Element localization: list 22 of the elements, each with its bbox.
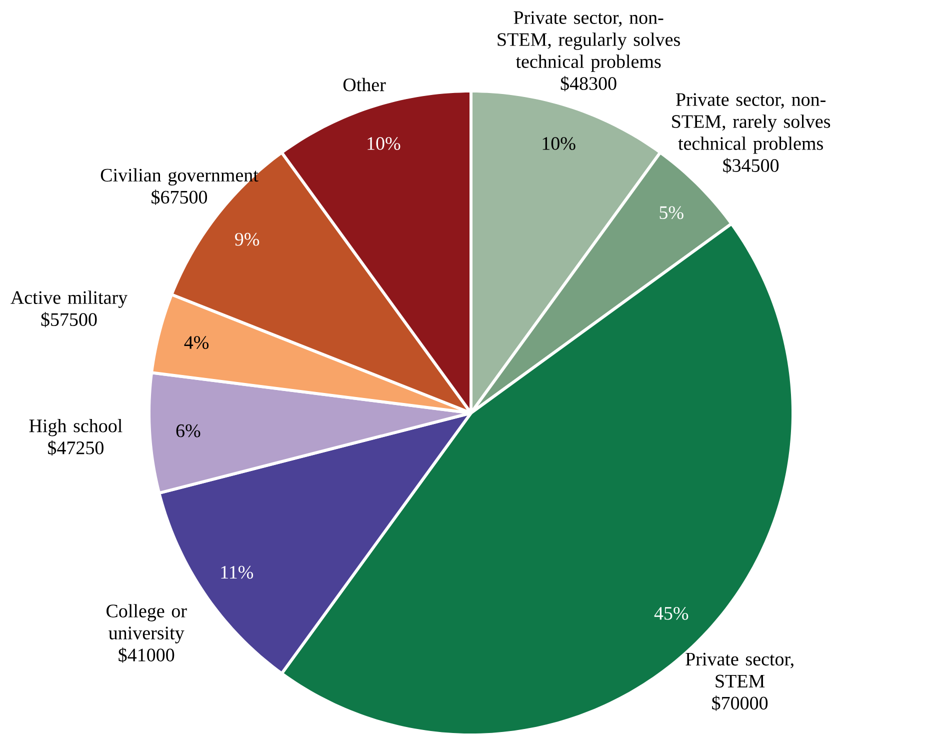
slice-label: Private sector, non-STEM, regularly solves technical problems (498, 11, 680, 72)
data-label: 4% (184, 336, 209, 349)
data-label: 10% (542, 137, 576, 150)
text: $34500 (723, 158, 779, 174)
data-label: 9% (235, 232, 260, 246)
text: $67500 (152, 190, 208, 205)
data-label: 11% (221, 566, 254, 579)
text: $70000 (712, 696, 768, 711)
slice-label: Active military (10, 290, 128, 308)
data-label: 10% (368, 137, 400, 150)
text: $48300 (560, 76, 616, 92)
text: $47250 (48, 440, 104, 456)
slice-label: College or university (106, 604, 187, 644)
slice-label: Private sector, STEM (686, 652, 794, 688)
text: $41000 (118, 647, 174, 663)
slice-label: Private sector, non-STEM, rarely solves technical problems (672, 93, 830, 154)
slice-label: High school (29, 418, 122, 436)
slice-label: Other (343, 78, 386, 92)
text: $57500 (41, 312, 97, 328)
data-label: 45% (654, 606, 688, 620)
data-label: 6% (176, 424, 200, 438)
data-label: 5% (660, 206, 684, 220)
